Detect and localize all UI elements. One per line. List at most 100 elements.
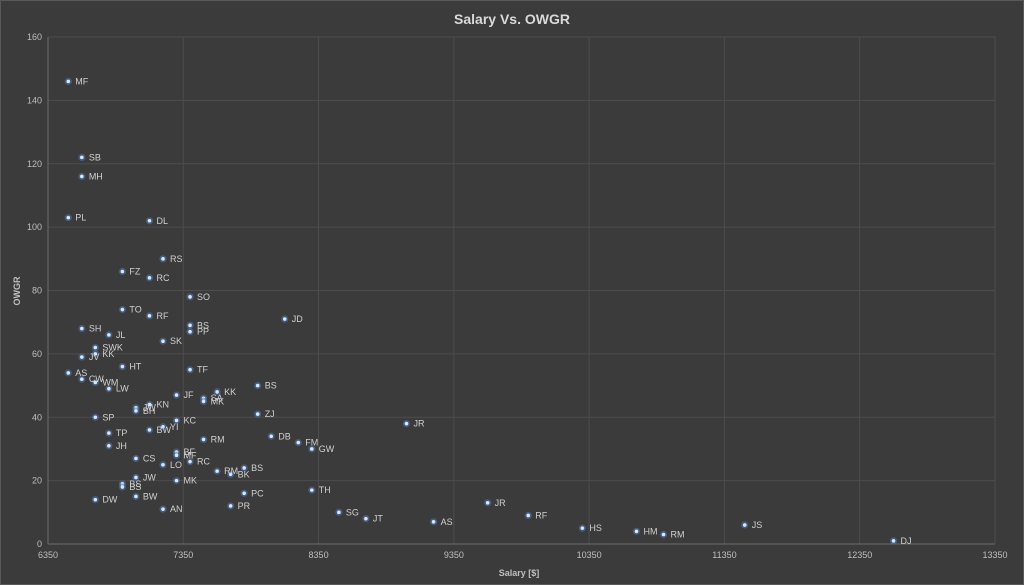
data-label: JT [373,514,384,524]
data-point [159,423,167,431]
x-tick-label: 9350 [444,550,464,560]
data-point [186,328,194,336]
data-label: JR [495,498,507,508]
data-point [145,274,154,282]
data-point [741,521,749,529]
data-point [91,413,99,421]
data-point-marker [147,218,152,223]
data-point-marker [134,475,138,480]
chart-title: Salary Vs. OWGR [454,11,570,27]
data-point-marker [255,383,260,388]
data-label: JR [414,419,426,429]
data-point-marker [93,345,98,350]
data-label: DJ [901,536,912,546]
data-label: JS [752,520,763,530]
data-point-marker [526,513,531,518]
data-point-marker [201,437,206,442]
data-points [64,77,898,545]
data-point [240,464,248,472]
data-point [484,499,492,507]
data-point [254,381,262,390]
data-point-marker [228,472,233,477]
data-label: MK [211,396,225,406]
data-point-marker [310,447,314,451]
data-label: LW [116,384,129,394]
data-point-marker [147,402,152,407]
data-label: BS [197,320,209,330]
gridlines [48,36,996,544]
data-label: TP [116,428,128,438]
data-point [105,385,113,393]
data-point [78,172,86,181]
data-point-marker [107,333,111,337]
data-point [362,515,370,523]
data-point [281,315,289,323]
data-label: PC [251,488,264,498]
data-point-marker [215,469,219,473]
data-point-marker [661,532,666,537]
data-label: YI [170,422,179,432]
data-label: JD [292,314,304,324]
data-point-marker [215,390,219,394]
data-point-marker [201,399,206,404]
data-label: SH [89,324,102,334]
data-label: SK [170,336,182,346]
data-label: RM [224,466,238,476]
data-label: SO [197,292,210,302]
data-point [429,518,438,526]
data-point-marker [80,326,84,331]
data-point-marker [147,428,152,432]
data-label: PR [238,501,251,511]
data-point-marker [161,257,165,261]
data-point-marker [580,526,585,530]
data-point-marker [120,485,125,489]
data-point [267,432,275,440]
data-label: KC [184,415,197,425]
data-point [145,312,154,320]
data-label: KN [156,400,169,410]
data-point [199,435,208,444]
data-label: HT [129,362,141,372]
axes [47,37,995,545]
data-point [254,410,262,418]
data-point [632,527,641,535]
data-point [186,321,194,329]
data-point [91,496,99,504]
data-point [78,353,86,361]
data-label: SWK [102,343,123,353]
data-point-marker [107,431,111,435]
data-label: CW [89,374,104,384]
data-point [172,477,181,485]
data-point [145,400,154,409]
data-point [105,442,113,450]
data-point-marker [80,174,84,179]
data-point-marker [242,491,246,496]
data-point-marker [255,412,260,416]
data-point-marker [310,488,314,492]
data-point-marker [742,523,747,527]
data-label: MH [89,171,103,181]
data-point [227,502,235,510]
data-point-marker [174,393,179,397]
data-point [659,530,668,539]
data-point [118,305,127,314]
data-point [172,451,181,459]
data-point [213,467,221,475]
data-label: JH [116,441,127,451]
data-point [145,426,154,434]
data-point-marker [161,507,165,511]
data-label: DB [278,431,291,441]
y-axis-title: OWGR [12,276,22,305]
data-label: CS [143,453,156,463]
data-label: AS [75,368,87,378]
data-label: SA [211,393,223,403]
data-point [78,153,86,162]
x-tick-label: 8350 [309,550,329,560]
data-point-marker [188,459,192,464]
data-point-marker [174,418,179,423]
data-label: RF [535,510,547,520]
x-tick-label: 6350 [38,550,58,560]
y-tick-label: 120 [27,159,42,169]
